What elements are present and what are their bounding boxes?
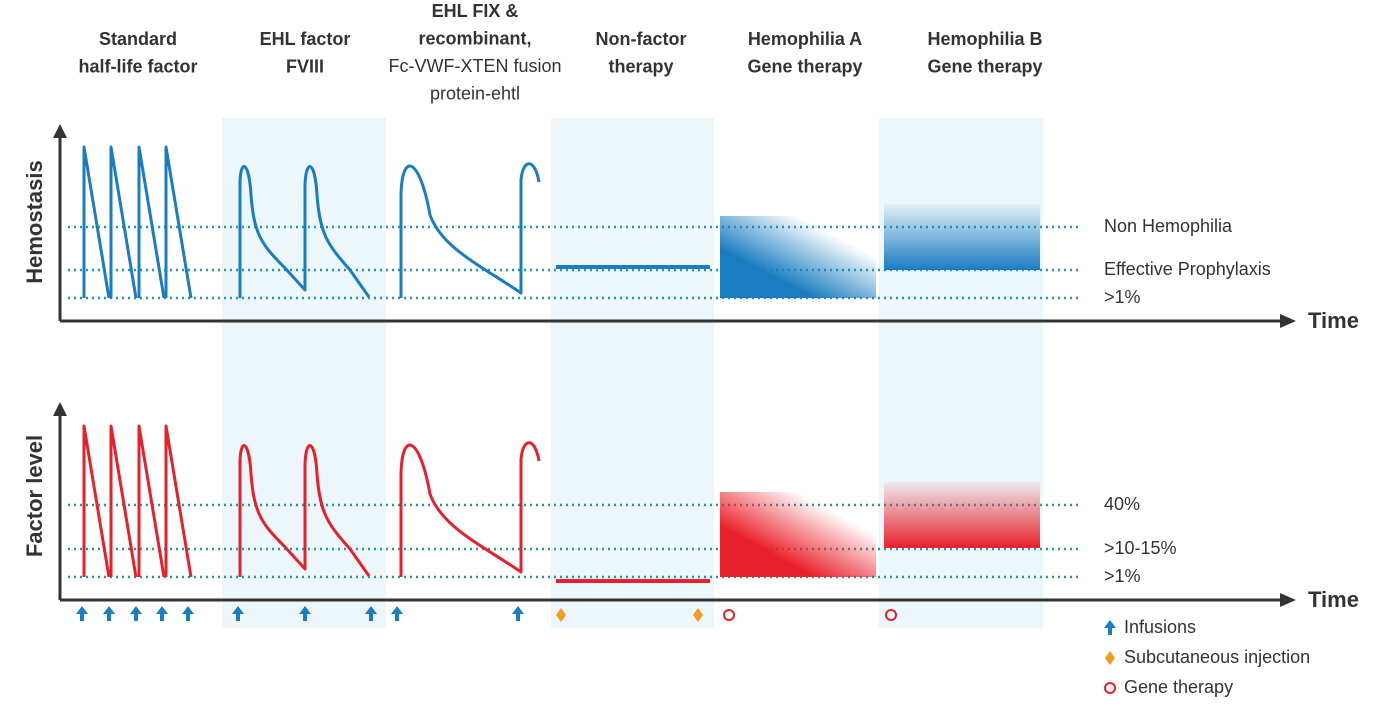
x-arrow bbox=[1280, 593, 1296, 607]
time-label: Time bbox=[1308, 587, 1359, 612]
level-curve bbox=[82, 145, 193, 299]
level-curve bbox=[238, 165, 371, 298]
column-title: Gene therapy bbox=[747, 56, 862, 76]
level-curve bbox=[82, 424, 193, 578]
infusion-marker bbox=[1104, 620, 1116, 635]
gene-b-range bbox=[884, 482, 1040, 548]
level-curve bbox=[399, 162, 541, 298]
column-title: therapy bbox=[608, 56, 673, 76]
injection-marker bbox=[1105, 651, 1115, 665]
column-shading bbox=[222, 118, 1043, 628]
infusion-marker bbox=[512, 606, 524, 621]
infusion-marker bbox=[232, 606, 244, 621]
level-curve bbox=[238, 444, 371, 577]
legend-label: Infusions bbox=[1124, 617, 1196, 637]
column-title: Hemophilia B bbox=[927, 29, 1042, 49]
legend-label: Gene therapy bbox=[1124, 677, 1233, 697]
level-label: >1% bbox=[1104, 566, 1141, 586]
column-title: EHL FIX & bbox=[432, 1, 519, 21]
column-title: Fc-VWF-XTEN fusion bbox=[388, 56, 561, 76]
gene-marker bbox=[723, 609, 735, 621]
axis-label: Factor level bbox=[22, 435, 47, 557]
level-curve bbox=[399, 441, 541, 577]
column-title: half-life factor bbox=[78, 56, 197, 76]
gene-marker bbox=[1104, 682, 1116, 694]
column-title: Standard bbox=[99, 29, 177, 49]
infusion-marker bbox=[182, 606, 194, 621]
gene-marker bbox=[885, 609, 897, 621]
level-label: Non Hemophilia bbox=[1104, 216, 1233, 236]
level-label: >10-15% bbox=[1104, 538, 1177, 558]
level-label: 40% bbox=[1104, 494, 1140, 514]
infusion-marker bbox=[103, 606, 115, 621]
column-title: FVIII bbox=[286, 56, 324, 76]
gene-a-range bbox=[720, 492, 876, 577]
column-title: Non-factor bbox=[596, 29, 687, 49]
column-title: EHL factor bbox=[260, 29, 351, 49]
level-label: Effective Prophylaxis bbox=[1104, 259, 1271, 279]
infusion-marker bbox=[156, 606, 168, 621]
y-arrow bbox=[53, 402, 67, 416]
shade bbox=[879, 118, 1043, 628]
column-title: Gene therapy bbox=[927, 56, 1042, 76]
gene-a-range bbox=[720, 216, 876, 298]
column-title: Hemophilia A bbox=[748, 29, 862, 49]
axis-label: Hemostasis bbox=[22, 160, 47, 284]
injection-marker bbox=[556, 608, 566, 622]
shade bbox=[551, 118, 714, 628]
legend-label: Subcutaneous injection bbox=[1124, 647, 1310, 667]
gene-b-range bbox=[884, 204, 1040, 270]
time-label: Time bbox=[1308, 308, 1359, 333]
column-title: protein-ehtl bbox=[430, 83, 520, 103]
infusion-marker bbox=[299, 606, 311, 621]
infusion-marker bbox=[130, 606, 142, 621]
injection-marker bbox=[693, 608, 703, 622]
infusion-marker bbox=[365, 606, 377, 621]
level-label: >1% bbox=[1104, 287, 1141, 307]
y-arrow bbox=[53, 124, 67, 138]
infusion-marker bbox=[76, 606, 88, 621]
column-title: recombinant, bbox=[418, 28, 531, 48]
x-arrow bbox=[1280, 314, 1296, 328]
infusion-marker bbox=[391, 606, 403, 621]
